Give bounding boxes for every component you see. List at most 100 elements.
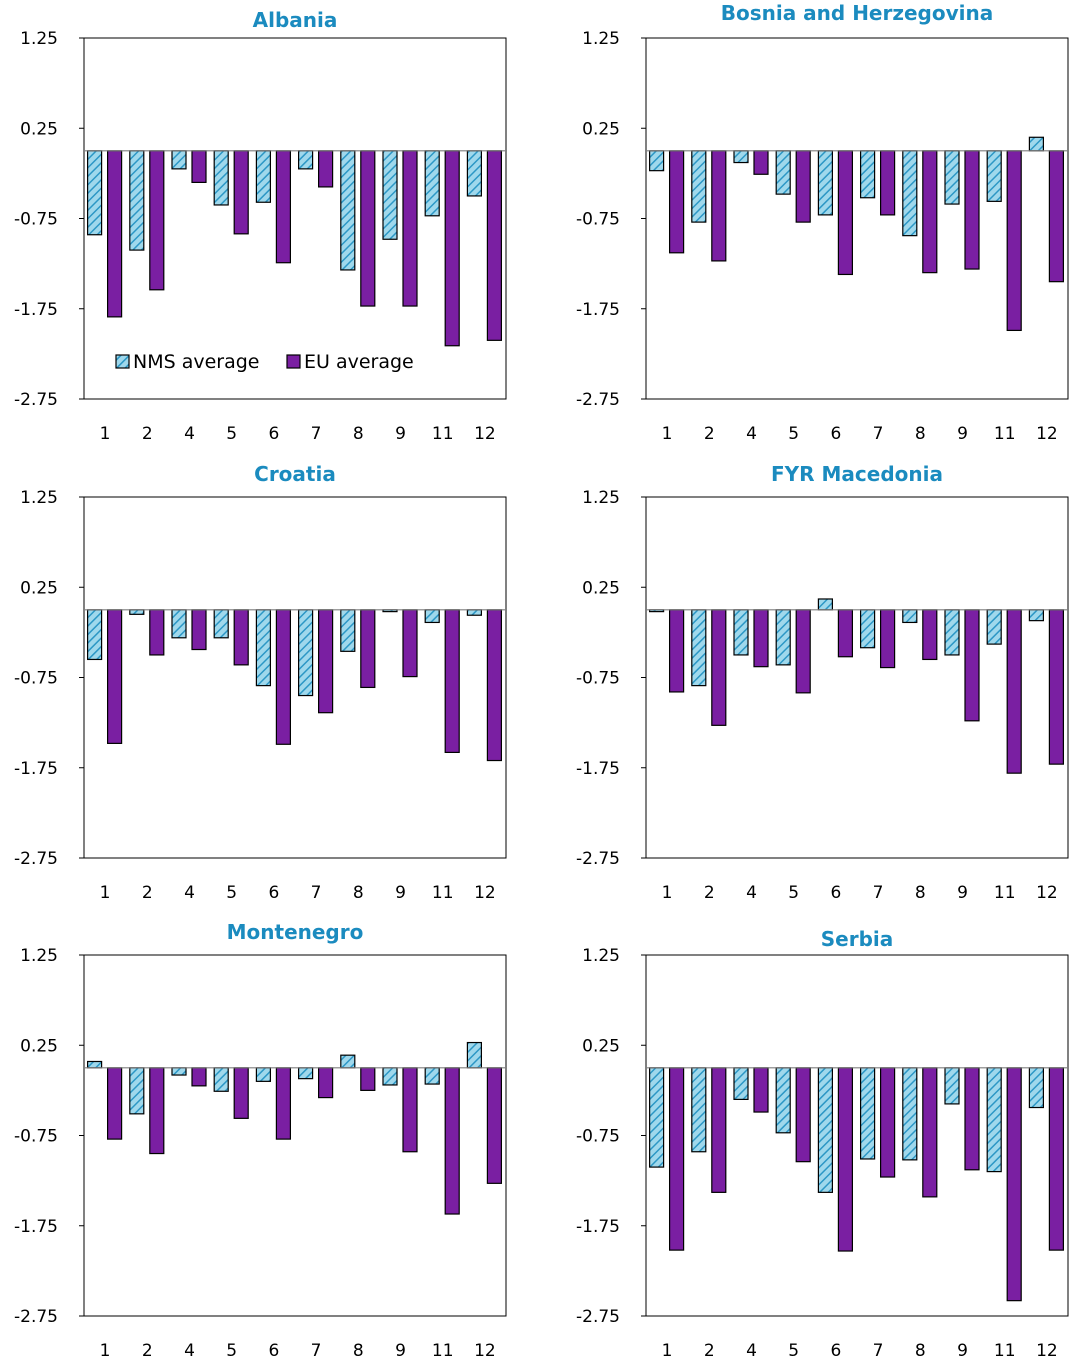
panel-bosnia-and-herzegovina: Bosnia and Herzegovina 1.25 0.25 -0.75 -1.75… — [576, 1, 1069, 444]
eu-bar-5 — [795, 609, 811, 694]
eu-bar-8 — [922, 609, 938, 661]
x-tick-label: 7 — [873, 1341, 884, 1361]
x-tick-label: 7 — [311, 424, 322, 444]
x-tick-label: 11 — [432, 424, 454, 444]
nms-bar-11 — [424, 609, 440, 624]
eu-bar-2 — [149, 1067, 165, 1155]
nms-bar-11 — [424, 1067, 440, 1085]
x-tick-label: 11 — [994, 883, 1016, 903]
x-tick-label: 6 — [830, 424, 841, 444]
nms-bar-7 — [298, 609, 314, 697]
x-tick-label: 8 — [915, 883, 926, 903]
nms-bar-1 — [86, 150, 103, 236]
x-tick-label: 4 — [184, 1341, 195, 1361]
nms-bar-9 — [382, 1067, 398, 1086]
nms-bar-7 — [859, 1067, 876, 1160]
eu-bar-2 — [149, 150, 165, 291]
nms-bar-6 — [255, 1067, 271, 1082]
nms-bar-9 — [944, 1067, 960, 1105]
y-tick-label: -2.75 — [14, 849, 58, 869]
eu-bar-1 — [668, 150, 685, 254]
legend-swatch-eu — [286, 354, 301, 369]
nms-bar-5 — [775, 150, 791, 195]
chart-title: Serbia — [821, 927, 894, 951]
x-tick-label: 9 — [395, 1341, 406, 1361]
nms-bar-7 — [859, 150, 876, 199]
eu-bar-7 — [879, 150, 896, 216]
nms-bar-9 — [944, 150, 960, 205]
y-tick-label: 1.25 — [582, 488, 620, 508]
x-tick-label: 6 — [268, 1341, 279, 1361]
nms-bar-4 — [733, 150, 749, 164]
eu-bar-4 — [753, 150, 769, 175]
y-tick-label: -2.75 — [14, 390, 58, 410]
x-tick-label: 1 — [100, 1341, 111, 1361]
nms-bar-2 — [129, 150, 145, 251]
eu-bar-12 — [486, 1067, 502, 1184]
eu-bar-6 — [837, 1067, 854, 1252]
nms-bar-6 — [255, 150, 271, 203]
y-tick-label: -0.75 — [576, 1127, 620, 1147]
eu-bar-2 — [149, 609, 165, 656]
eu-bar-7 — [318, 1067, 334, 1099]
eu-bar-1 — [668, 1067, 685, 1251]
y-tick-label: -0.75 — [14, 669, 58, 689]
chart-title: Croatia — [254, 462, 336, 486]
legend: NMS average EU average — [115, 351, 414, 373]
nms-bar-1 — [648, 150, 665, 172]
eu-bar-6 — [275, 150, 291, 264]
x-tick-label: 5 — [226, 424, 237, 444]
nms-bar-4 — [171, 1067, 187, 1076]
y-tick-label: -1.75 — [14, 759, 58, 779]
eu-bar-12 — [1048, 150, 1065, 283]
x-tick-label: 9 — [395, 424, 406, 444]
x-tick-label: 1 — [662, 1341, 673, 1361]
y-tick-label: 0.25 — [582, 1036, 620, 1056]
eu-bar-11 — [444, 150, 460, 347]
x-tick-label: 5 — [226, 1341, 237, 1361]
x-tick-label: 7 — [311, 883, 322, 903]
x-tick-label: 11 — [432, 883, 454, 903]
y-tick-label: 1.25 — [582, 29, 620, 49]
nms-bar-7 — [298, 150, 314, 170]
nms-bar-8 — [902, 150, 918, 237]
eu-bar-9 — [402, 1067, 418, 1153]
plot-frame — [83, 954, 507, 1317]
eu-bar-8 — [360, 609, 376, 689]
eu-bar-7 — [879, 609, 896, 669]
y-tick-label: -2.75 — [576, 1307, 620, 1327]
eu-bar-11 — [444, 609, 460, 754]
eu-bar-8 — [360, 150, 376, 307]
nms-bar-11 — [986, 1067, 1002, 1173]
nms-bar-8 — [340, 1054, 356, 1069]
x-tick-label: 2 — [704, 883, 715, 903]
y-tick-label: 1.25 — [582, 946, 620, 966]
y-tick-label: -1.75 — [14, 300, 58, 320]
y-tick-label: 0.25 — [20, 119, 58, 139]
nms-bar-8 — [340, 150, 356, 271]
plot-frame — [645, 954, 1069, 1317]
eu-bar-9 — [964, 609, 980, 722]
y-tick-label: -0.75 — [14, 210, 58, 230]
eu-bar-6 — [275, 609, 291, 745]
plot-frame — [645, 37, 1069, 400]
chart-title: Bosnia and Herzegovina — [721, 1, 994, 25]
x-tick-label: 7 — [311, 1341, 322, 1361]
eu-bar-11 — [1006, 609, 1022, 774]
eu-bar-4 — [753, 1067, 769, 1113]
nms-bar-2 — [691, 150, 707, 223]
eu-bar-7 — [318, 609, 334, 714]
x-tick-label: 8 — [915, 1341, 926, 1361]
y-tick-label: 0.25 — [582, 119, 620, 139]
x-tick-label: 11 — [994, 424, 1016, 444]
nms-bar-12 — [466, 609, 482, 616]
nms-bar-5 — [775, 1067, 791, 1134]
nms-bar-6 — [817, 1067, 834, 1193]
nms-bar-2 — [691, 1067, 707, 1153]
nms-bar-11 — [986, 150, 1002, 202]
legend-label-nms: NMS average — [133, 351, 260, 373]
x-tick-label: 8 — [353, 883, 364, 903]
chart-title: FYR Macedonia — [771, 462, 943, 486]
y-tick-label: 1.25 — [20, 488, 58, 508]
